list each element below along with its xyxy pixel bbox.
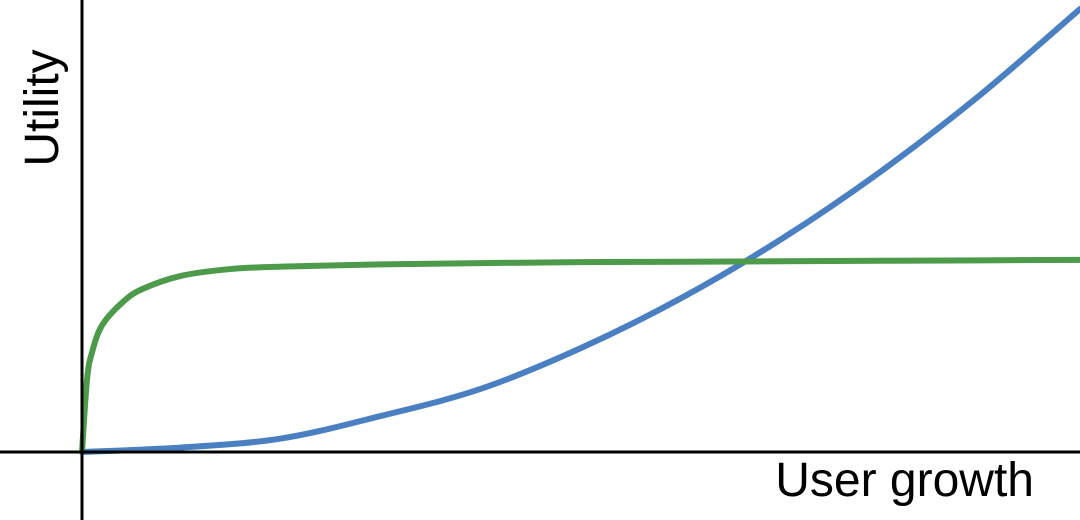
series-line-2	[79, 256, 1080, 455]
x-axis-label: User growth	[775, 454, 1034, 507]
series-line-1	[79, 6, 1080, 455]
y-axis-label: Utility	[16, 49, 69, 166]
series-layer	[79, 6, 1080, 455]
